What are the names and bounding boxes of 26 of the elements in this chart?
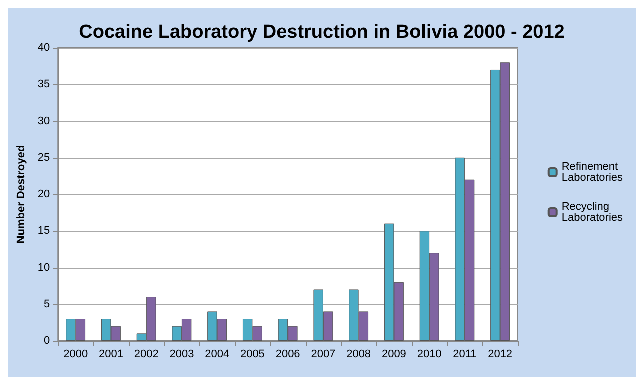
y-tick-label: 5 <box>44 298 50 310</box>
y-tick-label: 15 <box>38 225 50 238</box>
y-tick-label: 35 <box>38 78 50 91</box>
x-tick-label: 2005 <box>240 348 265 360</box>
x-tick-label: 2002 <box>134 348 159 360</box>
x-tick-label: 2006 <box>276 348 300 360</box>
y-axis-title: Number Destroyed <box>16 145 28 244</box>
y-tick-label: 30 <box>38 115 50 128</box>
chart-title: Cocaine Laboratory Destruction in Bolivia 2000 - 2012 <box>79 22 565 43</box>
legend-label: Recycling Laboratories <box>562 201 624 224</box>
x-tick-label: 2003 <box>170 348 194 360</box>
y-tick-label: 40 <box>38 42 50 54</box>
x-tick-label: 2001 <box>98 348 124 360</box>
x-tick-label: 2012 <box>488 348 513 360</box>
x-tick-label: 2008 <box>346 348 372 360</box>
y-tick-label: 20 <box>38 188 50 200</box>
y-tick-label: 0 <box>44 335 50 347</box>
legend-label: Refinement Laboratories <box>562 161 624 184</box>
y-tick-label: 10 <box>38 262 50 274</box>
x-tick-label: 2007 <box>311 348 336 360</box>
y-tick-label: 25 <box>38 152 50 164</box>
x-tick-label: 2004 <box>205 348 230 360</box>
x-tick-label: 2000 <box>64 348 88 360</box>
x-tick-label: 2010 <box>417 348 442 360</box>
x-tick-label: 2009 <box>382 348 406 360</box>
x-tick-label: 2011 <box>453 348 477 360</box>
